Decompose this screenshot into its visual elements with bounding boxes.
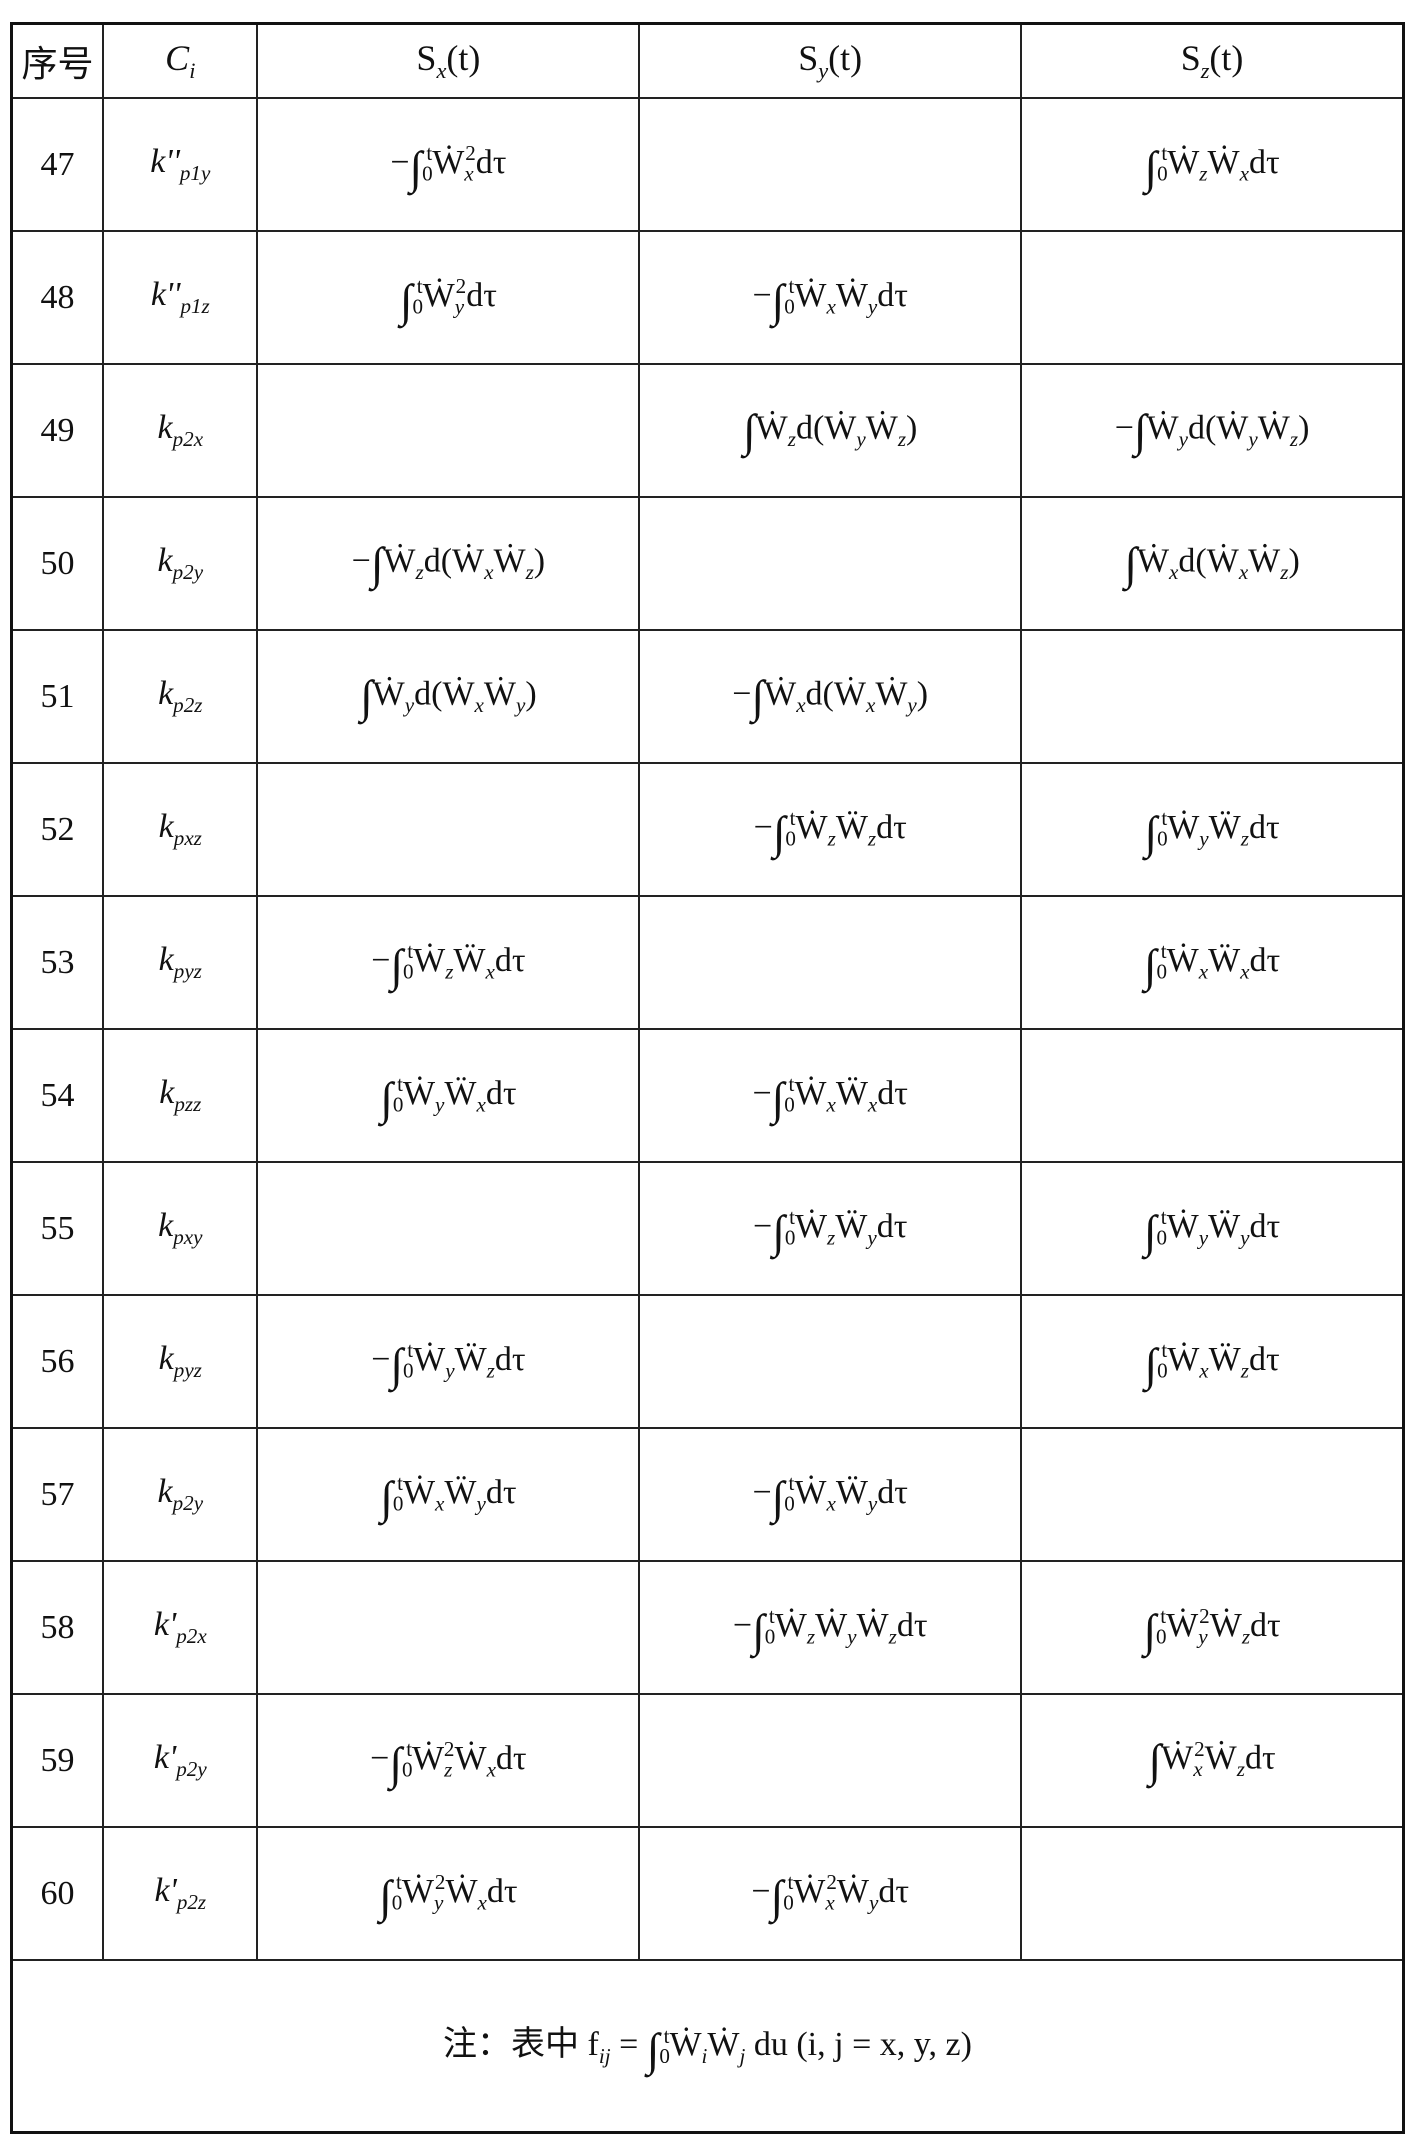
row-index: 60 xyxy=(10,1826,105,1961)
sy-cell: −∫0tẆx2Ẇydτ xyxy=(638,1826,1023,1961)
row-index: 51 xyxy=(10,629,105,764)
sy-cell xyxy=(638,1294,1023,1429)
table-row: 58 k'p2x −∫0tẆzẆyẆzdτ ∫0tẆy2Ẇzdτ xyxy=(10,1560,1405,1695)
sy-cell: −∫0tẆxẆydτ xyxy=(638,230,1023,365)
sx-cell: −∫Ẇzd(ẆxẆz) xyxy=(256,496,641,631)
coefficient-cell: kpzz xyxy=(102,1028,259,1163)
coefficient-cell: kp2y xyxy=(102,1427,259,1562)
sx-cell: −∫0tẆz2Ẇxdτ xyxy=(256,1693,641,1828)
sz-cell xyxy=(1020,1826,1405,1961)
sx-cell xyxy=(256,363,641,498)
note-row: 注：表中 fij = ∫0tẆiẆj du (i, j = x, y, z) xyxy=(10,1959,1405,2134)
sx-cell: ∫Ẇyd(ẆxẆy) xyxy=(256,629,641,764)
coefficient-cell: kpxz xyxy=(102,762,259,897)
sx-cell xyxy=(256,1161,641,1296)
sx-cell xyxy=(256,1560,641,1695)
sz-cell xyxy=(1020,1427,1405,1562)
coefficient-table: 序号 Ci Sx(t) Sy(t) Sz(t) 47 k''p1y −∫0tẆx2d… xyxy=(10,22,1405,2134)
sy-cell: ∫Ẇzd(ẆyẆz) xyxy=(638,363,1023,498)
coefficient-cell: kp2z xyxy=(102,629,259,764)
sx-cell: ∫0tẆy2Ẇxdτ xyxy=(256,1826,641,1961)
table-row: 47 k''p1y −∫0tẆx2dτ ∫0tẆzẆxdτ xyxy=(10,97,1405,232)
sy-cell: −∫0tẆxẄydτ xyxy=(638,1427,1023,1562)
sy-cell: −∫0tẆxẄxdτ xyxy=(638,1028,1023,1163)
sy-cell xyxy=(638,97,1023,232)
coefficient-cell: k''p1z xyxy=(102,230,259,365)
table-row: 56 kpyz −∫0tẆyẄzdτ ∫0tẆxẄzdτ xyxy=(10,1294,1405,1429)
sy-cell xyxy=(638,895,1023,1030)
table-row: 49 kp2x ∫Ẇzd(ẆyẆz) −∫Ẇyd(ẆyẆz) xyxy=(10,363,1405,498)
table-row: 53 kpyz −∫0tẆzẄxdτ ∫0tẆxẄxdτ xyxy=(10,895,1405,1030)
sy-cell xyxy=(638,496,1023,631)
sz-cell: −∫Ẇyd(ẆyẆz) xyxy=(1020,363,1405,498)
sz-cell xyxy=(1020,1028,1405,1163)
coefficient-cell: kp2x xyxy=(102,363,259,498)
header-sz: Sz(t) xyxy=(1020,22,1405,99)
sx-cell: ∫0tẆxẄydτ xyxy=(256,1427,641,1562)
coefficient-cell: k''p1y xyxy=(102,97,259,232)
row-index: 52 xyxy=(10,762,105,897)
sz-cell xyxy=(1020,629,1405,764)
table-row: 57 kp2y ∫0tẆxẄydτ −∫0tẆxẄydτ xyxy=(10,1427,1405,1562)
sz-cell: ∫0tẆzẆxdτ xyxy=(1020,97,1405,232)
table-row: 59 k'p2y −∫0tẆz2Ẇxdτ ∫Ẇx2Ẇzdτ xyxy=(10,1693,1405,1828)
table-row: 51 kp2z ∫Ẇyd(ẆxẆy) −∫Ẇxd(ẆxẆy) xyxy=(10,629,1405,764)
row-index: 54 xyxy=(10,1028,105,1163)
sy-cell: −∫0tẆzẄydτ xyxy=(638,1161,1023,1296)
sx-cell: −∫0tẆzẄxdτ xyxy=(256,895,641,1030)
table-row: 54 kpzz ∫0tẆyẄxdτ −∫0tẆxẄxdτ xyxy=(10,1028,1405,1163)
sy-cell: −∫0tẆzẆyẆzdτ xyxy=(638,1560,1023,1695)
sx-cell: ∫0tẆy2dτ xyxy=(256,230,641,365)
row-index: 58 xyxy=(10,1560,105,1695)
sz-cell: ∫0tẆyẄydτ xyxy=(1020,1161,1405,1296)
coefficient-cell: kpyz xyxy=(102,895,259,1030)
sz-cell: ∫0tẆxẄzdτ xyxy=(1020,1294,1405,1429)
coefficient-cell: kpyz xyxy=(102,1294,259,1429)
sz-cell: ∫Ẇxd(ẆxẆz) xyxy=(1020,496,1405,631)
sx-cell: −∫0tẆyẄzdτ xyxy=(256,1294,641,1429)
table-row: 50 kp2y −∫Ẇzd(ẆxẆz) ∫Ẇxd(ẆxẆz) xyxy=(10,496,1405,631)
coefficient-cell: kpxy xyxy=(102,1161,259,1296)
coefficient-cell: kp2y xyxy=(102,496,259,631)
row-index: 53 xyxy=(10,895,105,1030)
sz-cell: ∫0tẆy2Ẇzdτ xyxy=(1020,1560,1405,1695)
row-index: 57 xyxy=(10,1427,105,1562)
table-note: 注：表中 fij = ∫0tẆiẆj du (i, j = x, y, z) xyxy=(10,1959,1405,2134)
row-index: 50 xyxy=(10,496,105,631)
table-row: 48 k''p1z ∫0tẆy2dτ −∫0tẆxẆydτ xyxy=(10,230,1405,365)
coefficient-cell: k'p2z xyxy=(102,1826,259,1961)
row-index: 48 xyxy=(10,230,105,365)
row-index: 59 xyxy=(10,1693,105,1828)
header-index: 序号 xyxy=(10,22,105,99)
row-index: 55 xyxy=(10,1161,105,1296)
sy-cell xyxy=(638,1693,1023,1828)
sz-cell: ∫0tẆyẄzdτ xyxy=(1020,762,1405,897)
sz-cell xyxy=(1020,230,1405,365)
header-coefficient: Ci xyxy=(102,22,259,99)
row-index: 56 xyxy=(10,1294,105,1429)
sz-cell: ∫Ẇx2Ẇzdτ xyxy=(1020,1693,1405,1828)
sy-cell: −∫0tẆzẄzdτ xyxy=(638,762,1023,897)
header-sx: Sx(t) xyxy=(256,22,641,99)
row-index: 47 xyxy=(10,97,105,232)
table-row: 55 kpxy −∫0tẆzẄydτ ∫0tẆyẄydτ xyxy=(10,1161,1405,1296)
sz-cell: ∫0tẆxẄxdτ xyxy=(1020,895,1405,1030)
sy-cell: −∫Ẇxd(ẆxẆy) xyxy=(638,629,1023,764)
coefficient-cell: k'p2x xyxy=(102,1560,259,1695)
sx-cell: −∫0tẆx2dτ xyxy=(256,97,641,232)
table-row: 52 kpxz −∫0tẆzẄzdτ ∫0tẆyẄzdτ xyxy=(10,762,1405,897)
sx-cell: ∫0tẆyẄxdτ xyxy=(256,1028,641,1163)
sx-cell xyxy=(256,762,641,897)
table-row: 60 k'p2z ∫0tẆy2Ẇxdτ −∫0tẆx2Ẇydτ xyxy=(10,1826,1405,1961)
coefficient-cell: k'p2y xyxy=(102,1693,259,1828)
row-index: 49 xyxy=(10,363,105,498)
table-header-row: 序号 Ci Sx(t) Sy(t) Sz(t) xyxy=(10,22,1405,99)
header-sy: Sy(t) xyxy=(638,22,1023,99)
